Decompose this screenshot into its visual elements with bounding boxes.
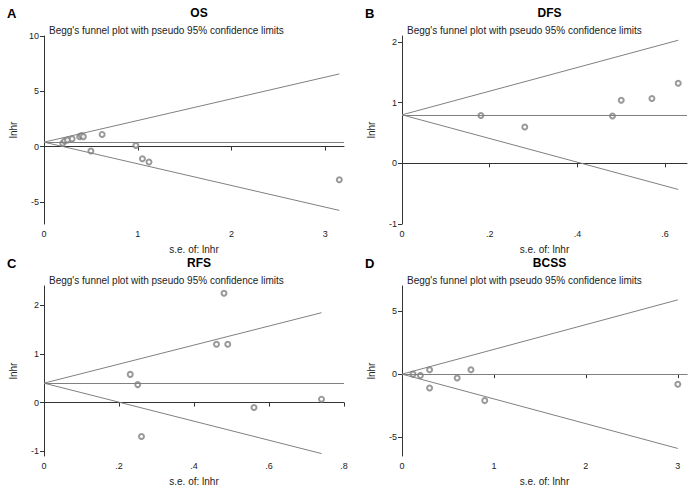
svg-text:0: 0 [392,369,397,379]
svg-text:2: 2 [34,300,39,310]
svg-text:D: D [365,256,374,271]
svg-text:0: 0 [34,142,39,152]
svg-text:-1: -1 [31,446,39,456]
svg-text:C: C [7,256,17,271]
svg-text:DFS: DFS [538,6,562,20]
svg-text:0: 0 [392,158,397,168]
svg-text:-5: -5 [389,432,397,442]
svg-text:s.e. of: lnhr: s.e. of: lnhr [520,476,570,487]
svg-text:1: 1 [491,461,496,471]
svg-text:5: 5 [34,86,39,96]
svg-text:-1: -1 [389,219,397,229]
svg-text:s.e. of: lnhr: s.e. of: lnhr [169,476,219,487]
svg-text:.4: .4 [574,229,582,239]
svg-text:0: 0 [399,229,404,239]
svg-text:3: 3 [675,461,680,471]
svg-text:.6: .6 [661,229,669,239]
svg-text:.2: .2 [486,229,494,239]
svg-text:1: 1 [392,98,397,108]
svg-text:lnhr: lnhr [8,121,19,138]
svg-text:5: 5 [392,306,397,316]
svg-text:-5: -5 [31,197,39,207]
svg-text:2: 2 [392,37,397,47]
svg-text:0: 0 [41,461,46,471]
svg-text:s.e. of: lnhr: s.e. of: lnhr [169,244,219,255]
svg-text:Begg's funnel plot with pseudo: Begg's funnel plot with pseudo 95% confi… [407,275,642,286]
svg-text:.6: .6 [265,461,273,471]
svg-text:3: 3 [323,229,328,239]
svg-text:Begg's funnel plot with pseudo: Begg's funnel plot with pseudo 95% confi… [49,275,284,286]
svg-text:Begg's funnel plot with pseudo: Begg's funnel plot with pseudo 95% confi… [407,25,642,36]
svg-text:OS: OS [190,6,207,20]
svg-text:.2: .2 [115,461,123,471]
svg-text:lnhr: lnhr [366,362,377,379]
svg-text:10: 10 [29,31,39,41]
svg-text:lnhr: lnhr [366,121,377,138]
svg-text:.8: .8 [340,461,348,471]
svg-text:0: 0 [41,229,46,239]
svg-text:.4: .4 [190,461,198,471]
svg-text:BCSS: BCSS [533,256,566,270]
svg-text:A: A [7,6,17,21]
svg-text:lnhr: lnhr [8,362,19,379]
svg-text:1: 1 [135,229,140,239]
svg-text:0: 0 [34,398,39,408]
svg-text:0: 0 [399,461,404,471]
svg-text:1: 1 [34,349,39,359]
svg-text:2: 2 [583,461,588,471]
svg-text:B: B [365,6,374,21]
svg-text:2: 2 [229,229,234,239]
svg-text:RFS: RFS [187,256,211,270]
svg-text:s.e. of: lnhr: s.e. of: lnhr [520,244,570,255]
svg-text:Begg's funnel plot with pseudo: Begg's funnel plot with pseudo 95% confi… [49,25,284,36]
